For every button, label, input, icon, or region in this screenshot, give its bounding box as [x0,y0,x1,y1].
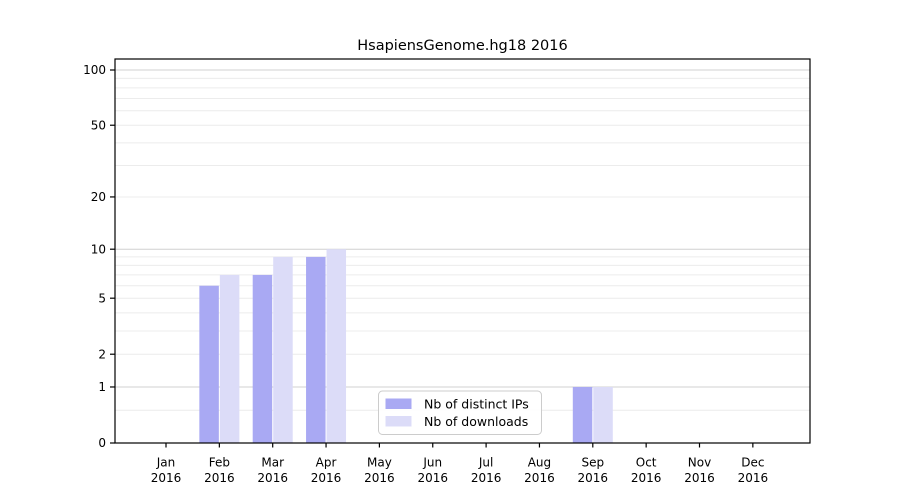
x-tick-label-year: 2016 [151,471,182,485]
x-tick-label-month: Jun [422,456,442,470]
bar-series [199,249,613,443]
bar-distinct-ips-feb [199,285,219,443]
x-tick-label-year: 2016 [524,471,555,485]
x-tick-label-year: 2016 [684,471,715,485]
y-tick-label: 5 [98,291,106,305]
legend-box [378,390,542,435]
bar-downloads-feb [219,274,240,443]
x-tick-label-month: Mar [261,456,284,470]
bar-downloads-apr [326,249,347,443]
y-tick-label: 50 [91,118,106,132]
x-tick-label-month: Jul [478,456,493,470]
y-tick-label: 10 [91,242,106,256]
minor-gridlines [115,77,810,411]
x-tick-label-month: Nov [688,456,711,470]
bar-distinct-ips-mar [252,274,273,443]
legend-swatch-distinct-ips [385,398,412,409]
major-gridlines [115,69,810,388]
y-tick-label: 0 [98,436,106,450]
x-tick-label-month: Oct [636,456,657,470]
x-tick-label-year: 2016 [631,471,662,485]
x-tick-label-year: 2016 [738,471,769,485]
x-tick-label-year: 2016 [364,471,395,485]
legend-label-distinct-ips: Nb of distinct IPs [424,397,529,412]
x-tick-label-month: May [367,456,392,470]
bar-downloads-mar [273,256,293,443]
x-tick-label-month: Feb [209,456,230,470]
x-tick-label-month: Sep [581,456,604,470]
y-tick-label: 2 [98,347,106,361]
legend: Nb of distinct IPs Nb of downloads [378,390,542,435]
legend-swatch-downloads [385,416,412,427]
y-axis: 0 1 2 5 10 20 50 100 [83,63,115,450]
x-tick-label-month: Jan [156,456,176,470]
y-tick-label: 100 [83,63,106,77]
bar-downloads-sep [593,386,613,443]
bar-distinct-ips-sep [572,386,593,443]
x-tick-label-month: Aug [528,456,551,470]
bar-distinct-ips-apr [306,256,326,443]
y-tick-label: 1 [98,380,106,394]
chart-title: HsapiensGenome.hg18 2016 [357,38,567,54]
x-tick-label-year: 2016 [257,471,288,485]
x-tick-label-year: 2016 [311,471,342,485]
x-tick-label-year: 2016 [578,471,609,485]
plot-frame [114,58,811,444]
x-axis: Jan2016Feb2016Mar2016Apr2016May2016Jun20… [151,443,768,485]
x-tick-label-year: 2016 [471,471,502,485]
x-tick-label-year: 2016 [204,471,235,485]
x-tick-label-month: Dec [741,456,764,470]
x-tick-label-year: 2016 [417,471,448,485]
legend-label-downloads: Nb of downloads [424,414,528,429]
y-tick-label: 20 [91,190,106,204]
x-tick-label-month: Apr [316,456,337,470]
